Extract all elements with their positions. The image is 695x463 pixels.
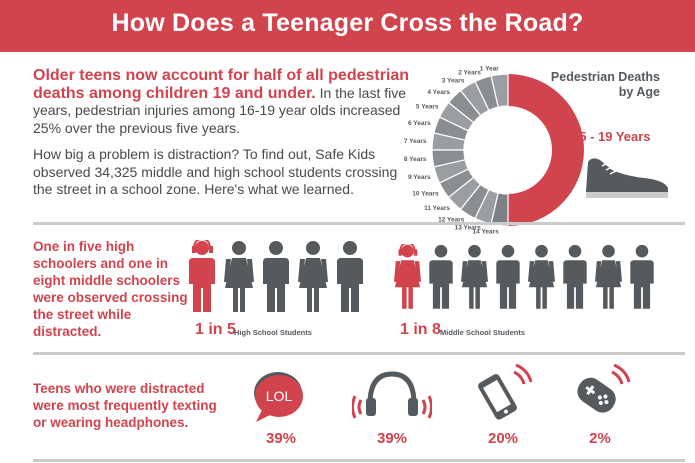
pie-age-label: 2 Years xyxy=(458,70,481,77)
female-figure xyxy=(595,244,622,309)
female-figure xyxy=(298,241,328,312)
pie-age-label: 7 Years xyxy=(404,138,427,145)
intro-paragraph-2: How big a problem is distraction? To fin… xyxy=(33,146,398,197)
intro-paragraph-1: Older teens now account for half of all … xyxy=(33,67,413,137)
female-figure xyxy=(394,244,421,309)
lol-text: LOL xyxy=(266,388,293,404)
pie-title-line2: by Age xyxy=(618,85,660,99)
mobile-phone-icon xyxy=(478,364,533,420)
page-title: How Does a Teenager Cross the Road? xyxy=(111,9,584,37)
pie-age-label: 12 Years xyxy=(438,216,465,223)
high-school-figures xyxy=(189,240,363,312)
pie-slice-15-19 xyxy=(508,74,584,226)
intro-lead: Older teens now account for half of all … xyxy=(33,67,410,102)
male-figure xyxy=(189,240,215,312)
pie-age-label: 4 Years xyxy=(427,89,450,96)
pie-age-label: 9 Years xyxy=(408,174,431,181)
pie-age-label: 8 Years xyxy=(404,156,427,163)
divider-1 xyxy=(33,222,685,225)
game-controller-icon xyxy=(577,364,631,413)
female-figure xyxy=(224,241,254,312)
pie-slice xyxy=(490,192,509,227)
intro-text: Older teens now account for half of all … xyxy=(33,67,413,208)
stat-phone-call: 20% xyxy=(487,430,519,447)
texting-icon: LOL xyxy=(254,372,303,422)
intro-lead-rest: In the last five years, pedestrian injur… xyxy=(33,84,407,136)
stat-texting: 39% xyxy=(265,430,297,447)
pie-age-label: 3 Years xyxy=(442,78,465,85)
distraction-types-text: Teens who were distracted were most freq… xyxy=(33,381,217,430)
pie-age-label: 6 Years xyxy=(408,120,431,127)
female-figure xyxy=(528,244,555,309)
male-figure xyxy=(496,244,520,309)
distracted-crossing-text: One in five high schoolers and one in ei… xyxy=(33,239,188,339)
high-school-label: High School Students xyxy=(234,328,312,337)
pie-age-label: 13 Years xyxy=(455,224,482,231)
pie-center-hole xyxy=(465,107,551,193)
stat-headphones: 39% xyxy=(376,430,408,447)
pie-age-label: 5 Years xyxy=(416,103,439,110)
pie-age-label: 10 Years xyxy=(412,191,439,198)
header-banner: How Does a Teenager Cross the Road? xyxy=(0,0,695,52)
male-figure xyxy=(630,244,654,309)
divider-2 xyxy=(33,352,685,355)
sneaker-icon xyxy=(586,158,668,198)
pie-age-label: 1 Year xyxy=(480,66,500,73)
middle-school-ratio: 1 in 8 xyxy=(400,321,441,338)
middle-school-label: Middle School Students xyxy=(440,328,526,337)
male-figure xyxy=(337,241,363,312)
pie-title-line1: Pedestrian Deaths xyxy=(550,70,660,84)
pie-age-label: 14 Years xyxy=(473,228,500,235)
male-figure xyxy=(563,244,587,309)
stat-gaming: 2% xyxy=(589,430,611,447)
pie-label-15-19: 15 - 19 Years xyxy=(572,129,651,144)
headphones-icon xyxy=(352,371,432,419)
pie-age-label: 11 Years xyxy=(424,205,450,212)
high-school-ratio: 1 in 5 xyxy=(195,321,236,338)
female-figure xyxy=(461,244,488,309)
male-figure xyxy=(429,244,453,309)
pie-title: Pedestrian Deaths by Age xyxy=(536,70,660,100)
divider-3 xyxy=(33,459,685,462)
middle-school-figures xyxy=(394,244,654,309)
pedestrian-deaths-chart: 1 Year 2 Years 3 Years 4 Years 5 Years 6 Year… xyxy=(404,62,680,235)
male-figure xyxy=(263,241,289,312)
